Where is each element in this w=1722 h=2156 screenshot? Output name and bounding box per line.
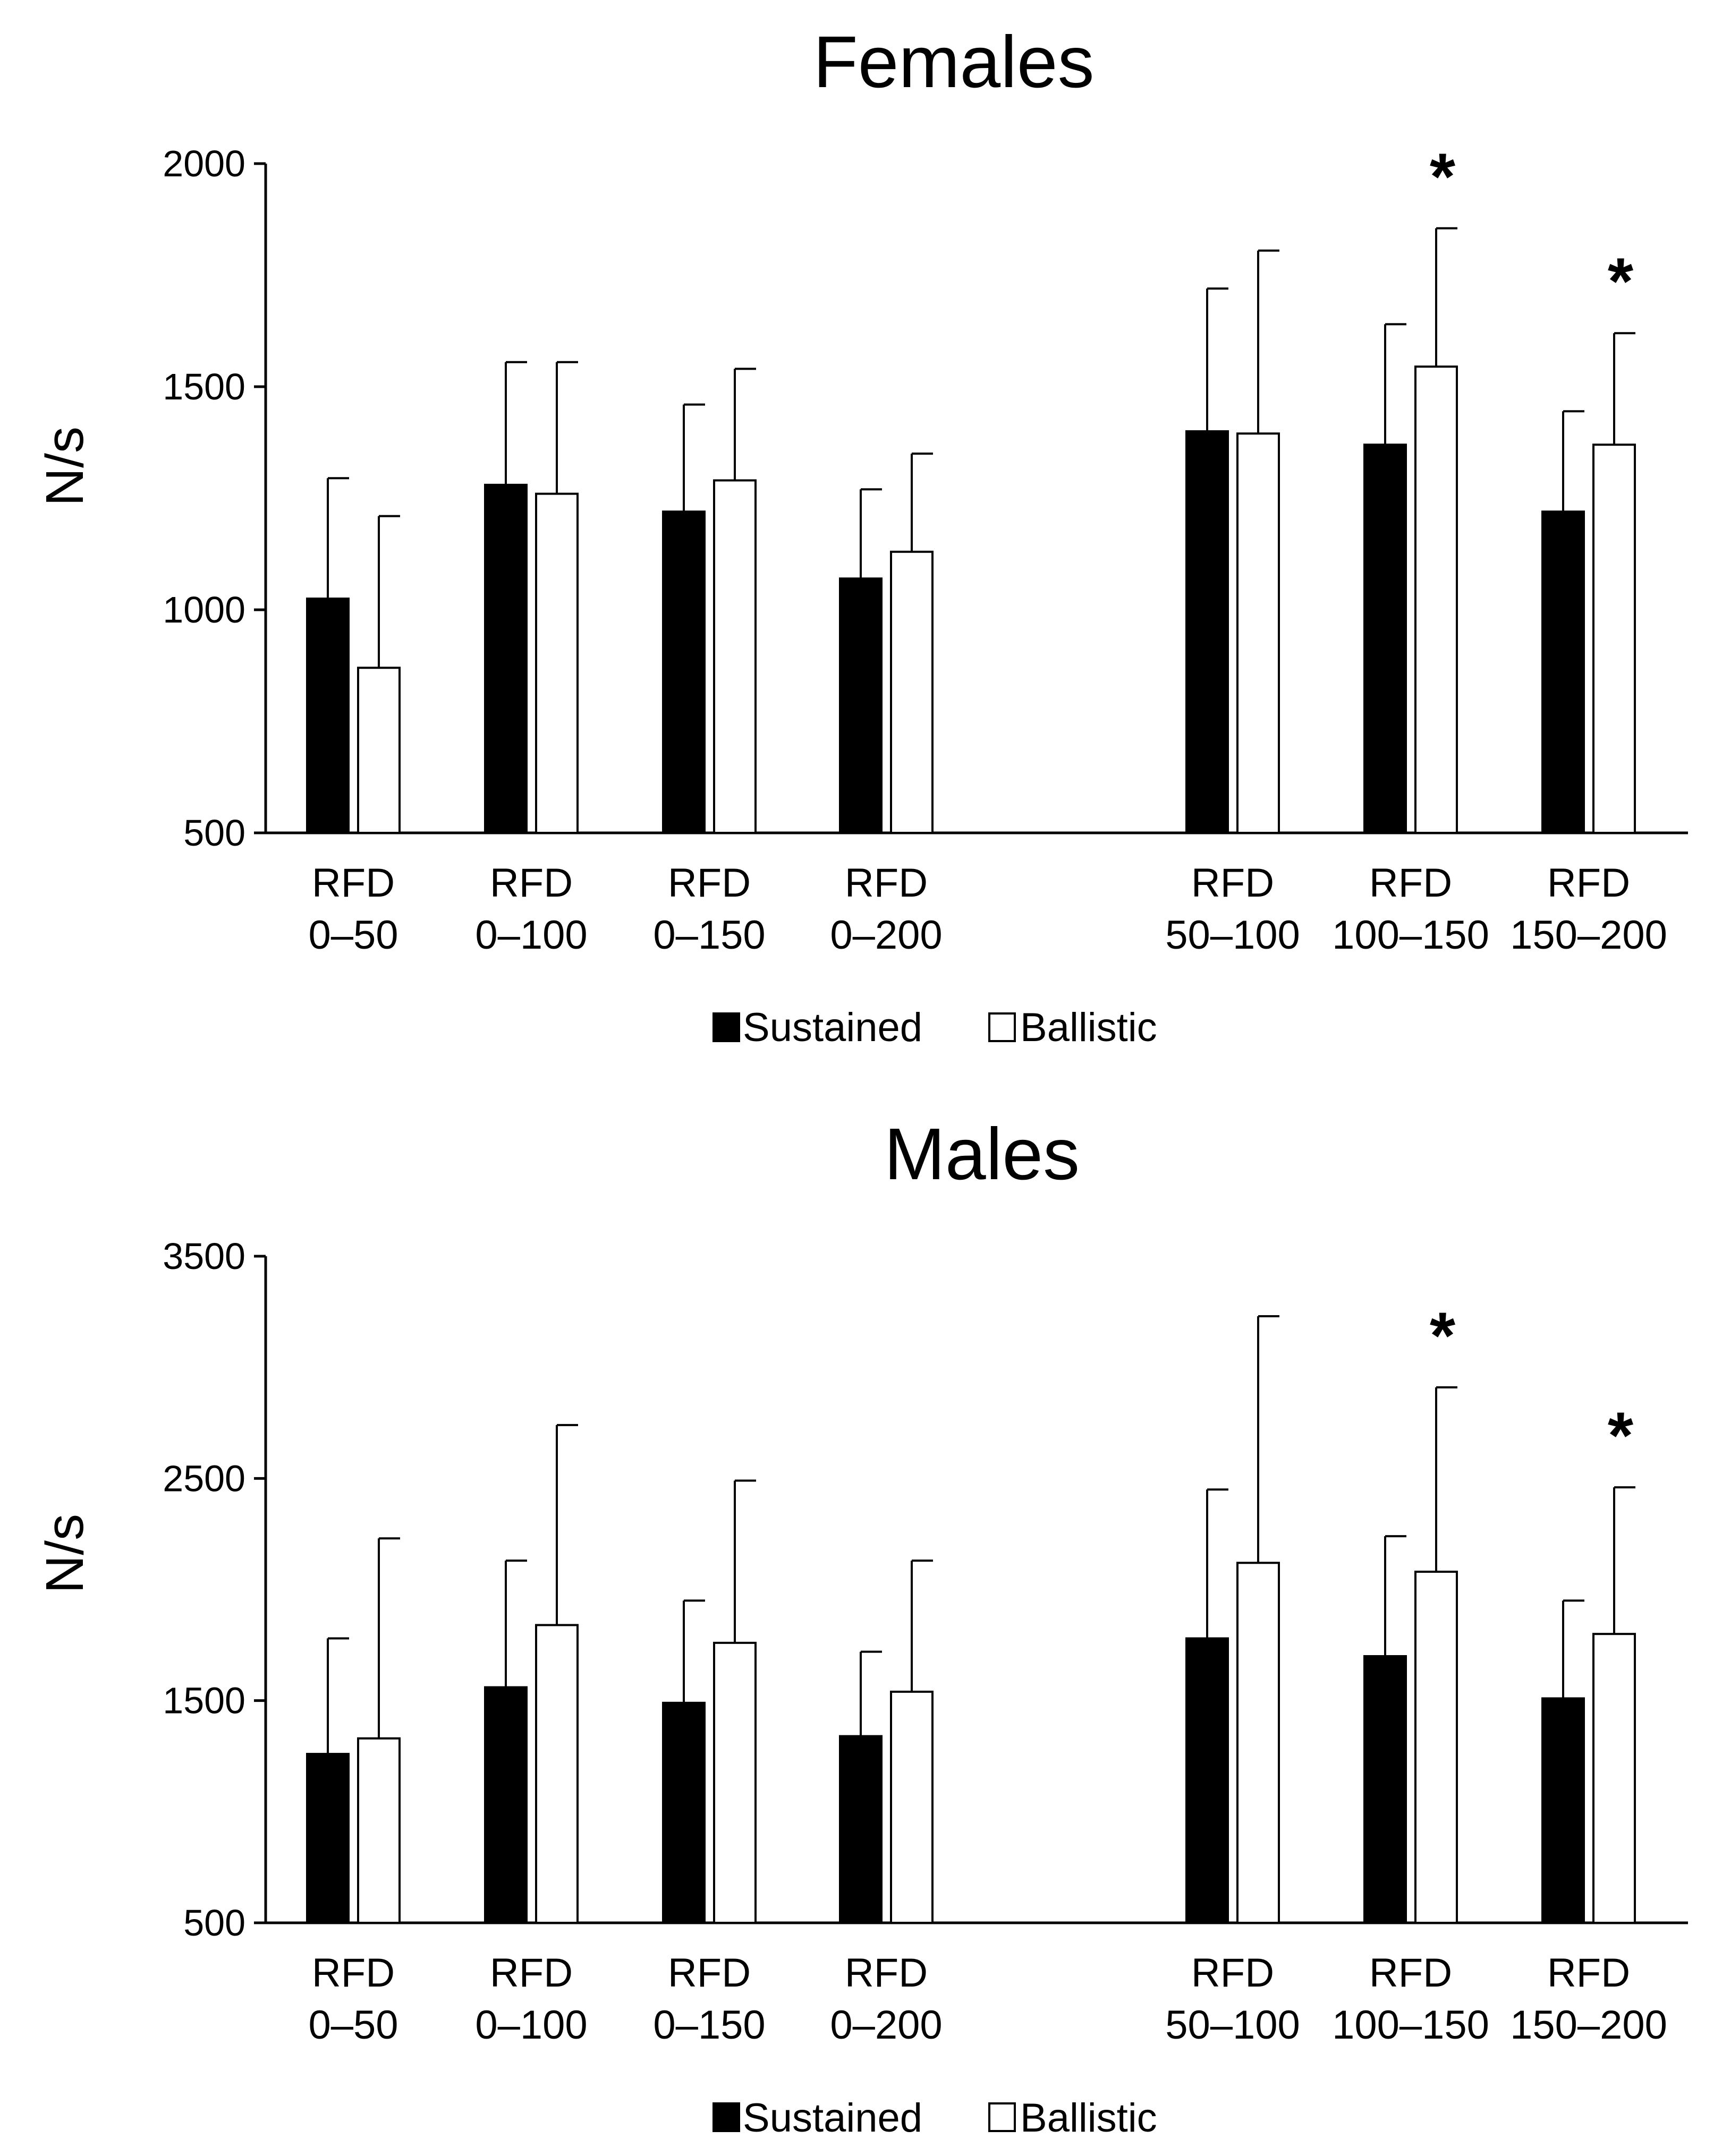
bars: **: [306, 140, 1636, 834]
bar-sustained: [1363, 1655, 1407, 1924]
category-label-line1: RFD: [1547, 1950, 1630, 1996]
bar-ballistic: [1236, 1562, 1280, 1924]
significance-marker: *: [1430, 1299, 1456, 1373]
y-tick-label: 2500: [163, 1458, 245, 1499]
legend-swatch-sustained: [712, 1012, 740, 1042]
category-label-line1: RFD: [845, 860, 928, 906]
y-tick-label: 1500: [163, 366, 245, 407]
bar-sustained: [839, 1735, 883, 1924]
y-tick-label: 500: [183, 812, 245, 854]
category-label-line1: RFD: [312, 1950, 395, 1996]
category-label-line1: RFD: [490, 1950, 573, 1996]
category-label-line2: 50–100: [1165, 2002, 1300, 2048]
legend-label-ballistic: Ballistic: [1020, 1005, 1157, 1050]
category-label-line1: RFD: [668, 1950, 751, 1996]
significance-marker: *: [1430, 140, 1456, 214]
bar-ballistic: [1592, 444, 1636, 834]
y-ticks: 500 1000 1500 2000: [163, 143, 266, 854]
significance-marker: *: [1608, 245, 1634, 318]
bar-sustained: [839, 577, 883, 834]
chart-title: Males: [884, 1113, 1080, 1195]
category-label-line2: 0–100: [475, 913, 587, 958]
bar-sustained: [1185, 1637, 1229, 1924]
category-label-line1: RFD: [1369, 860, 1452, 906]
y-tick-label: 500: [183, 1902, 245, 1944]
category-labels: RFD 0–50 RFD 0–100 RFD 0–150 RFD 0–200 RFD 50–100…: [308, 860, 1667, 958]
category-label-line2: 0–50: [308, 2002, 398, 2048]
category-label-line2: 150–200: [1510, 2002, 1667, 2048]
bar-sustained: [306, 598, 350, 834]
legend-label-sustained: Sustained: [743, 1005, 922, 1050]
y-axis-label: N/s: [35, 427, 95, 506]
category-label-line2: 0–150: [653, 2002, 765, 2048]
category-label-line1: RFD: [668, 860, 751, 906]
y-tick-label: 2000: [163, 143, 245, 184]
bar-ballistic: [890, 1690, 934, 1924]
category-label-line1: RFD: [1369, 1950, 1452, 1996]
category-label-line1: RFD: [845, 1950, 928, 1996]
bar-ballistic: [1236, 432, 1280, 834]
bar-sustained: [662, 510, 706, 834]
legend-label-sustained: Sustained: [743, 2095, 922, 2141]
legend: Sustained Ballistic: [712, 2095, 1157, 2141]
category-label-line2: 100–150: [1332, 2002, 1489, 2048]
bar-ballistic: [357, 1737, 401, 1924]
bar-ballistic: [1414, 365, 1458, 834]
bar-ballistic: [1592, 1633, 1636, 1924]
bar-sustained: [306, 1753, 350, 1924]
bar-sustained: [1185, 430, 1229, 834]
category-label-line2: 50–100: [1165, 913, 1300, 958]
bar-ballistic: [713, 479, 757, 834]
category-label-line1: RFD: [312, 860, 395, 906]
category-label-line2: 150–200: [1510, 913, 1667, 958]
y-axis-label: N/s: [35, 1514, 95, 1593]
bar-sustained: [662, 1701, 706, 1924]
bar-ballistic: [535, 1624, 579, 1924]
category-label-line2: 100–150: [1332, 913, 1489, 958]
bar-sustained: [1541, 1697, 1585, 1924]
legend: Sustained Ballistic: [712, 1005, 1157, 1050]
bar-sustained: [1541, 510, 1585, 834]
bar-ballistic: [535, 492, 579, 834]
category-label-line2: 0–50: [308, 913, 398, 958]
category-label-line2: 0–150: [653, 913, 765, 958]
bars: **: [306, 1299, 1636, 1924]
bar-ballistic: [890, 550, 934, 834]
y-ticks: 500 1500 2500 3500: [163, 1235, 266, 1944]
category-label-line1: RFD: [1191, 1950, 1274, 1996]
category-label-line1: RFD: [490, 860, 573, 906]
bar-sustained: [484, 483, 528, 834]
bar-sustained: [484, 1686, 528, 1924]
bar-ballistic: [357, 667, 401, 834]
legend-swatch-ballistic: [988, 1012, 1016, 1042]
legend-label-ballistic: Ballistic: [1020, 2095, 1157, 2141]
bar-ballistic: [713, 1641, 757, 1924]
category-label-line1: RFD: [1547, 860, 1630, 906]
category-label-line2: 0–200: [830, 2002, 942, 2048]
significance-marker: *: [1608, 1399, 1634, 1472]
y-tick-label: 3500: [163, 1235, 245, 1277]
category-label-line1: RFD: [1191, 860, 1274, 906]
chart-title: Females: [813, 21, 1094, 103]
category-label-line2: 0–100: [475, 2002, 587, 2048]
legend-swatch-ballistic: [988, 2102, 1016, 2132]
legend-swatch-sustained: [712, 2102, 740, 2132]
bar-ballistic: [1414, 1571, 1458, 1924]
y-tick-label: 1000: [163, 589, 245, 630]
bar-sustained: [1363, 444, 1407, 834]
category-labels: RFD 0–50 RFD 0–100 RFD 0–150 RFD 0–200 RFD 50–100…: [308, 1950, 1667, 2048]
y-tick-label: 1500: [163, 1680, 245, 1722]
category-label-line2: 0–200: [830, 913, 942, 958]
